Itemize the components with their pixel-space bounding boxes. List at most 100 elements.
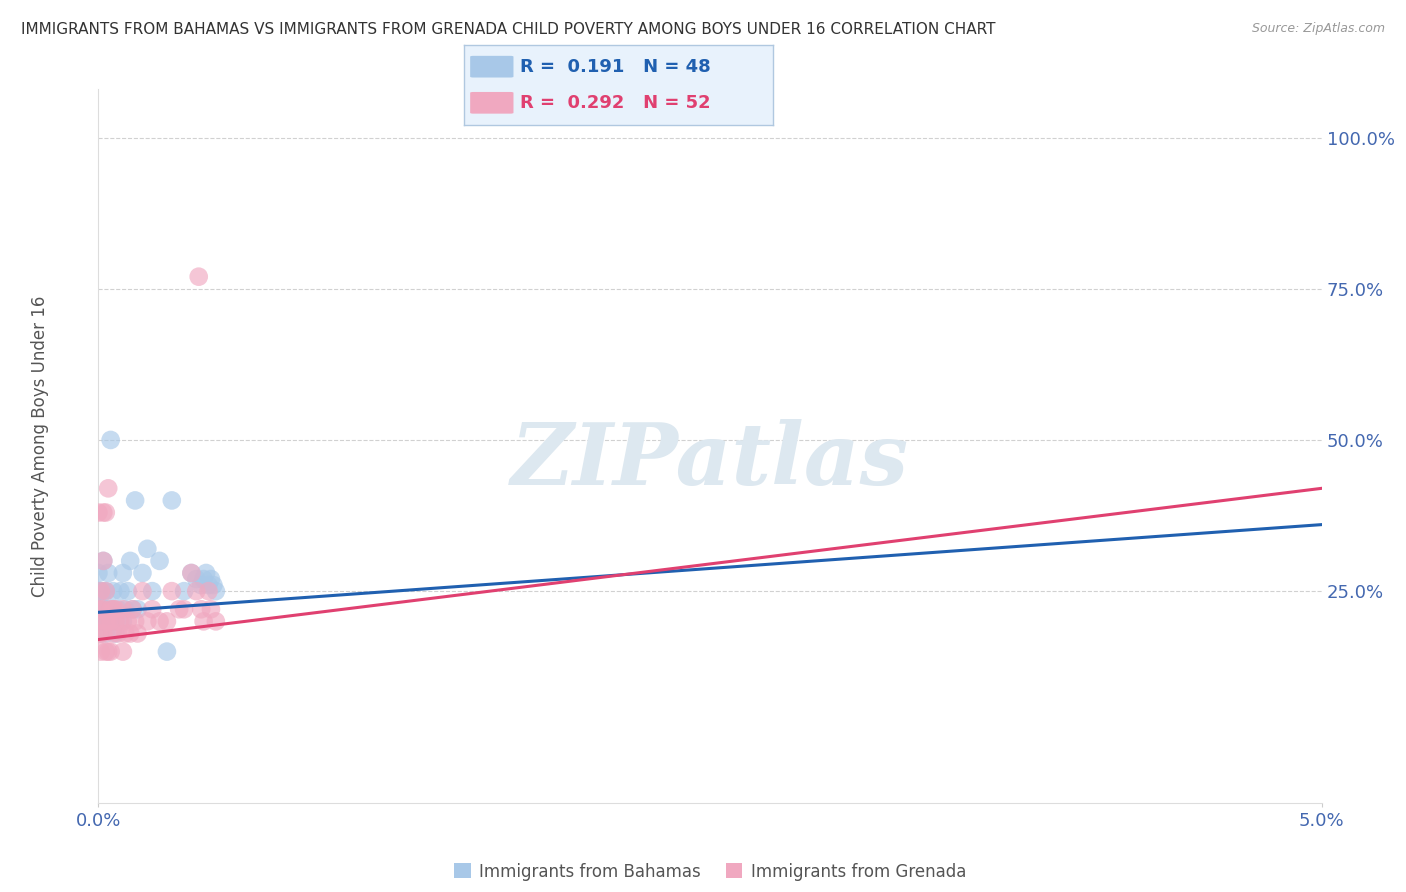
Point xyxy=(104,602,127,616)
Point xyxy=(187,269,209,284)
Point xyxy=(121,602,143,616)
Point xyxy=(111,645,134,659)
Legend: Immigrants from Bahamas, Immigrants from Grenada: Immigrants from Bahamas, Immigrants from… xyxy=(447,856,973,888)
Text: R =  0.191   N = 48: R = 0.191 N = 48 xyxy=(520,58,710,76)
Point xyxy=(104,615,127,629)
Point xyxy=(149,554,172,568)
Point xyxy=(167,602,190,616)
Point xyxy=(94,584,117,599)
Point xyxy=(87,615,110,629)
Text: ZIPatlas: ZIPatlas xyxy=(510,418,910,502)
Point xyxy=(136,541,159,556)
Point xyxy=(97,566,120,580)
Point xyxy=(91,626,114,640)
Point xyxy=(190,602,212,616)
Point xyxy=(91,554,114,568)
Point xyxy=(101,584,124,599)
Point xyxy=(111,615,134,629)
Point xyxy=(97,602,120,616)
Point xyxy=(94,602,117,616)
Point xyxy=(90,584,112,599)
Point xyxy=(104,626,127,640)
Point xyxy=(90,602,112,616)
Point xyxy=(173,584,195,599)
Point xyxy=(91,602,114,616)
Point xyxy=(141,602,163,616)
Point xyxy=(94,626,117,640)
Point xyxy=(190,578,212,592)
Point xyxy=(120,554,142,568)
Point xyxy=(94,615,117,629)
Text: IMMIGRANTS FROM BAHAMAS VS IMMIGRANTS FROM GRENADA CHILD POVERTY AMONG BOYS UNDE: IMMIGRANTS FROM BAHAMAS VS IMMIGRANTS FR… xyxy=(21,22,995,37)
Point xyxy=(87,615,110,629)
Point xyxy=(104,615,127,629)
Point xyxy=(91,615,114,629)
Point xyxy=(127,602,149,616)
Point xyxy=(114,626,136,640)
Point xyxy=(200,602,222,616)
Point xyxy=(141,584,163,599)
Point xyxy=(100,433,122,447)
Point xyxy=(91,506,114,520)
Point xyxy=(111,566,134,580)
Point xyxy=(131,584,153,599)
Point xyxy=(197,584,219,599)
Point xyxy=(87,602,110,616)
Point xyxy=(120,626,142,640)
Point xyxy=(117,584,139,599)
Point xyxy=(193,572,215,586)
Point xyxy=(87,602,110,616)
Point xyxy=(160,584,183,599)
Point xyxy=(117,615,139,629)
Point xyxy=(180,566,202,580)
Point xyxy=(107,626,129,640)
Text: R =  0.292   N = 52: R = 0.292 N = 52 xyxy=(520,94,710,112)
Point xyxy=(186,584,208,599)
Point xyxy=(136,615,159,629)
Point xyxy=(97,615,120,629)
Point xyxy=(114,602,136,616)
Point xyxy=(87,566,110,580)
Point xyxy=(202,578,225,592)
Point xyxy=(110,584,132,599)
Point xyxy=(90,626,112,640)
Point xyxy=(107,602,129,616)
Point xyxy=(94,584,117,599)
Point xyxy=(124,493,146,508)
Point xyxy=(156,615,179,629)
Point xyxy=(160,493,183,508)
Point xyxy=(186,572,208,586)
Point xyxy=(110,615,132,629)
Point xyxy=(90,602,112,616)
Point xyxy=(90,584,112,599)
Point xyxy=(180,566,202,580)
Point xyxy=(156,645,179,659)
Point xyxy=(101,602,124,616)
Point xyxy=(97,645,120,659)
Point xyxy=(124,615,146,629)
Point xyxy=(127,626,149,640)
FancyBboxPatch shape xyxy=(470,56,513,78)
Point xyxy=(97,481,120,495)
Point xyxy=(200,572,222,586)
Point xyxy=(100,615,122,629)
Point xyxy=(97,615,120,629)
Point xyxy=(100,602,122,616)
Point xyxy=(121,602,143,616)
Point xyxy=(149,615,172,629)
Point xyxy=(205,615,228,629)
Point xyxy=(101,602,124,616)
Point xyxy=(94,506,117,520)
Point xyxy=(87,584,110,599)
Point xyxy=(94,645,117,659)
Point xyxy=(205,584,228,599)
Point xyxy=(111,602,134,616)
Point xyxy=(195,566,218,580)
FancyBboxPatch shape xyxy=(470,92,513,113)
Point xyxy=(91,554,114,568)
Point xyxy=(100,615,122,629)
Point xyxy=(87,506,110,520)
Point xyxy=(90,626,112,640)
Point xyxy=(100,645,122,659)
Point xyxy=(197,578,219,592)
